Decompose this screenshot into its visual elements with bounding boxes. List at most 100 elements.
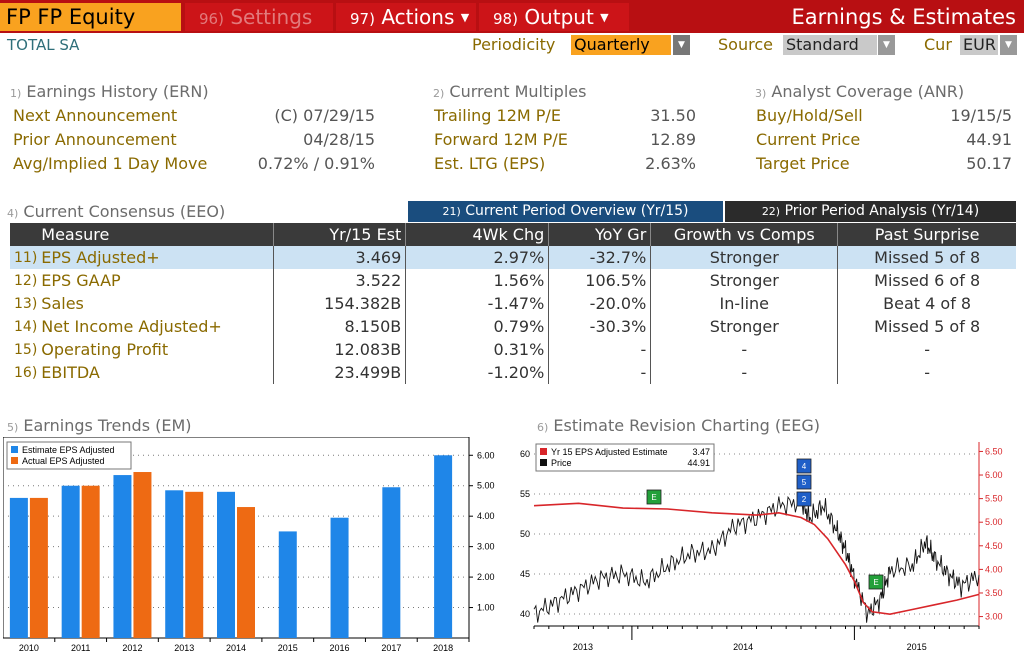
column-header-estimate[interactable]: Yr/15 Est (273, 223, 407, 246)
currency-label: Cur (924, 35, 952, 54)
event-marker-label: 4 (802, 462, 807, 471)
page-title: Earnings & Estimates (791, 5, 1016, 29)
table-row[interactable]: 12) EPS GAAP 3.522 1.56% 106.5% Stronger Misse… (10, 269, 1016, 292)
yoy-cell: -20.0% (548, 292, 652, 315)
trailing-pe-label: Trailing 12M P/E (434, 106, 561, 125)
section-number: 5) (7, 421, 19, 434)
company-name: TOTAL SA (7, 36, 80, 54)
output-menu[interactable]: 98) Output ▼ (479, 3, 629, 31)
surprise-cell: - (924, 340, 931, 359)
output-menu-label: Output (524, 5, 594, 29)
tab-current-period-overview[interactable]: 21) Current Period Overview (Yr/15) (408, 201, 723, 222)
yoy-cell: - (548, 361, 652, 384)
right-tick-label: 4.50 (985, 541, 1003, 551)
x-tick-label: 2018 (433, 643, 453, 653)
event-marker-label: 5 (802, 478, 807, 487)
table-row[interactable]: 16) EBITDA 23.499B -1.20% - - - (10, 361, 1016, 384)
periodicity-label: Periodicity (472, 35, 556, 54)
chevron-down-icon: ▼ (600, 11, 609, 24)
analyst-coverage-heading[interactable]: 3) Analyst Coverage (ANR) (755, 82, 964, 104)
settings-menu[interactable]: 96) Settings (185, 3, 333, 31)
left-tick-label: 40 (520, 609, 530, 619)
tab-number: 21) (442, 205, 461, 218)
estimate-cell: 8.150B (273, 315, 407, 338)
ltg-eps-label: Est. LTG (EPS) (434, 154, 546, 173)
bar-estimate (434, 455, 453, 638)
table-row[interactable]: 13) Sales 154.382B -1.47% -20.0% In-line Beat … (10, 292, 1016, 315)
growth-cell: Stronger (650, 246, 839, 269)
growth-cell: - (650, 361, 839, 384)
event-marker-label: E (651, 493, 656, 502)
legend-swatch (11, 446, 18, 453)
table-row[interactable]: 14) Net Income Adjusted+ 8.150B 0.79% -30.3%… (10, 315, 1016, 338)
right-tick-label: 5.00 (985, 517, 1003, 527)
surprise-cell: Beat 4 of 8 (883, 294, 972, 313)
source-select[interactable]: Standard (783, 35, 877, 55)
change-cell: 2.97% (405, 246, 550, 269)
table-row[interactable]: 11) EPS Adjusted+ 3.469 2.97% -32.7% Stronger… (10, 246, 1016, 269)
section-title: Earnings History (ERN) (26, 82, 209, 101)
bar-actual (185, 491, 204, 638)
section-title: Estimate Revision Charting (EEG) (553, 416, 820, 435)
x-tick-label: 2015 (278, 643, 298, 653)
next-announcement-label: Next Announcement (13, 106, 178, 125)
series-line-yr-15-eps-adjusted-estimate (533, 502, 980, 616)
current-multiples-heading[interactable]: 2) Current Multiples (433, 82, 586, 104)
earnings-trends-chart[interactable]: 1.00 2.00 3.00 4.00 5.00 6.00 2010 2011 2012 2013… (3, 437, 508, 656)
currency-select[interactable]: EUR (960, 35, 998, 55)
chevron-down-icon: ▼ (460, 11, 470, 24)
column-header-4wk-change[interactable]: 4Wk Chg (405, 223, 550, 246)
right-tick-label: 5.50 (985, 494, 1003, 504)
left-tick-label: 50 (520, 529, 530, 539)
settings-menu-label: Settings (230, 5, 313, 29)
series-line-price (533, 492, 980, 623)
estimate-cell: 3.469 (273, 246, 407, 269)
tab-label: Prior Period Analysis (Yr/14) (784, 203, 980, 219)
earnings-history-heading[interactable]: 1) Earnings History (ERN) (10, 82, 209, 104)
tab-prior-period-analysis[interactable]: 22) Prior Period Analysis (Yr/14) (725, 201, 1016, 222)
x-tick-label: 2017 (381, 643, 401, 653)
estimate-cell: 12.083B (273, 338, 407, 361)
growth-cell: - (650, 338, 839, 361)
row-number: 11) (10, 246, 38, 269)
periodicity-select[interactable]: Quarterly (571, 35, 671, 55)
actions-menu[interactable]: 97) Actions ▼ (336, 3, 476, 31)
row-number: 13) (14, 295, 38, 312)
section-title: Current Consensus (EEO) (23, 202, 226, 221)
left-tick-label: 60 (520, 449, 530, 459)
buy-hold-sell-label: Buy/Hold/Sell (756, 106, 863, 125)
earnings-trends-heading[interactable]: 5) Earnings Trends (EM) (7, 416, 192, 438)
growth-cell: In-line (650, 292, 839, 315)
x-tick-label: 2013 (573, 642, 593, 652)
security-field[interactable]: FP FP Equity (0, 3, 181, 31)
table-row[interactable]: 15) Operating Profit 12.083B 0.31% - - - (10, 338, 1016, 361)
column-header-past-surprise[interactable]: Past Surprise (837, 223, 1016, 246)
estimate-revision-chart[interactable]: 40455055603.003.504.004.505.005.506.006.… (508, 437, 1020, 656)
bar-estimate (330, 517, 349, 638)
column-header-yoy-growth[interactable]: YoY Gr (548, 223, 652, 246)
x-tick-label: 2013 (174, 643, 194, 653)
estimate-revision-heading[interactable]: 6) Estimate Revision Charting (EEG) (537, 416, 820, 438)
legend-box (535, 443, 715, 472)
tab-label: Current Period Overview (Yr/15) (465, 203, 689, 219)
measure-cell: Operating Profit (37, 338, 275, 361)
periodicity-dropdown-icon[interactable]: ▼ (673, 35, 690, 55)
estimate-cell: 23.499B (273, 361, 407, 384)
surprise-cell: - (924, 363, 931, 382)
measure-cell: EBITDA (37, 361, 275, 384)
yoy-cell: - (548, 338, 652, 361)
column-header-measure[interactable]: Measure (37, 223, 275, 246)
avg-move-label: Avg/Implied 1 Day Move (13, 154, 208, 173)
legend-label: Price (551, 458, 572, 468)
event-marker (796, 458, 812, 474)
legend-swatch (540, 459, 547, 466)
currency-dropdown-icon[interactable]: ▼ (1000, 35, 1017, 55)
column-header-growth-vs-comps[interactable]: Growth vs Comps (650, 223, 839, 246)
row-number: 14) (14, 318, 38, 335)
legend-label: Actual EPS Adjusted (22, 456, 105, 466)
change-cell: -1.47% (405, 292, 550, 315)
options-bar: TOTAL SA Periodicity Quarterly ▼ Source … (0, 34, 1024, 56)
consensus-heading[interactable]: 4) Current Consensus (EEO) (7, 202, 225, 224)
source-dropdown-icon[interactable]: ▼ (878, 35, 895, 55)
yoy-cell: -32.7% (548, 246, 652, 269)
